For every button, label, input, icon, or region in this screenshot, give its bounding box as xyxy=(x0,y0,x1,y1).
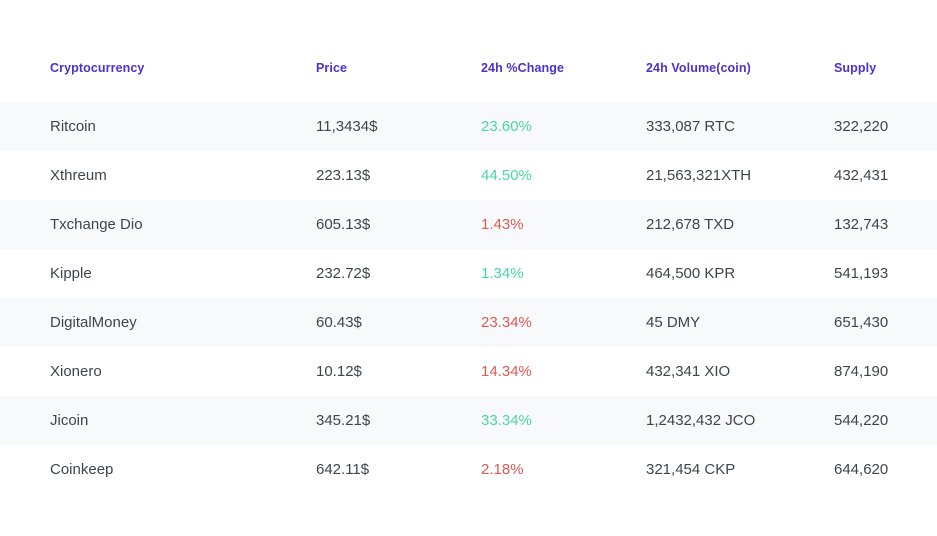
table-row[interactable]: Xthreum 223.13$ 44.50% 21,563,321XTH 432… xyxy=(0,151,937,200)
table-row[interactable]: Ritcoin 11,3434$ 23.60% 333,087 RTC 322,… xyxy=(0,102,937,151)
coin-name: Xionero xyxy=(50,363,102,380)
coin-name: Coinkeep xyxy=(50,461,114,478)
coin-change: 23.34% xyxy=(481,314,532,331)
coin-volume: 464,500 KPR xyxy=(646,265,736,282)
column-header-price[interactable]: Price xyxy=(316,61,348,75)
coin-supply: 432,431 xyxy=(834,167,889,184)
coin-name: Jicoin xyxy=(50,412,89,429)
column-header-cryptocurrency[interactable]: Cryptocurrency xyxy=(50,61,145,75)
coin-supply: 651,430 xyxy=(834,314,889,331)
coin-name: Txchange Dio xyxy=(50,216,143,233)
coin-price: 60.43$ xyxy=(316,314,362,331)
coin-change: 1.34% xyxy=(481,265,524,282)
coin-change: 2.18% xyxy=(481,461,524,478)
coin-supply: 541,193 xyxy=(834,265,889,282)
coin-change: 14.34% xyxy=(481,363,532,380)
table-row[interactable]: Txchange Dio 605.13$ 1.43% 212,678 TXD 1… xyxy=(0,200,937,249)
column-header-supply[interactable]: Supply xyxy=(834,61,877,75)
coin-volume: 21,563,321XTH xyxy=(646,167,752,184)
coin-price: 345.21$ xyxy=(316,412,371,429)
table-row[interactable]: DigitalMoney 60.43$ 23.34% 45 DMY 651,43… xyxy=(0,298,937,347)
coin-supply: 322,220 xyxy=(834,118,889,135)
coin-volume: 321,454 CKP xyxy=(646,461,736,478)
coin-supply: 644,620 xyxy=(834,461,889,478)
table-row[interactable]: Jicoin 345.21$ 33.34% 1,2432,432 JCO 544… xyxy=(0,396,937,445)
coin-price: 10.12$ xyxy=(316,363,362,380)
coin-volume: 45 DMY xyxy=(646,314,701,331)
coin-volume: 432,341 XIO xyxy=(646,363,731,380)
table-row[interactable]: Kipple 232.72$ 1.34% 464,500 KPR 541,193 xyxy=(0,249,937,298)
table-row[interactable]: Xionero 10.12$ 14.34% 432,341 XIO 874,19… xyxy=(0,347,937,396)
coin-change: 33.34% xyxy=(481,412,532,429)
coin-price: 605.13$ xyxy=(316,216,371,233)
coin-price: 11,3434$ xyxy=(316,118,378,135)
coin-price: 232.72$ xyxy=(316,265,371,282)
coin-volume: 1,2432,432 JCO xyxy=(646,412,756,429)
coin-name: Kipple xyxy=(50,265,92,282)
coin-volume: 212,678 TXD xyxy=(646,216,735,233)
coin-change: 23.60% xyxy=(481,118,532,135)
coin-supply: 544,220 xyxy=(834,412,889,429)
table-body: Ritcoin 11,3434$ 23.60% 333,087 RTC 322,… xyxy=(0,102,937,494)
coin-name: Xthreum xyxy=(50,167,107,184)
coin-name: Ritcoin xyxy=(50,118,96,135)
coin-supply: 874,190 xyxy=(834,363,889,380)
table-row[interactable]: Coinkeep 642.11$ 2.18% 321,454 CKP 644,6… xyxy=(0,445,937,494)
column-header-24h-volume[interactable]: 24h Volume(coin) xyxy=(646,61,751,75)
coin-name: DigitalMoney xyxy=(50,314,137,331)
coin-price: 223.13$ xyxy=(316,167,371,184)
coin-supply: 132,743 xyxy=(834,216,889,233)
coin-change: 1.43% xyxy=(481,216,524,233)
coin-volume: 333,087 RTC xyxy=(646,118,735,135)
coin-change: 44.50% xyxy=(481,167,532,184)
column-header-24h-change[interactable]: 24h %Change xyxy=(481,61,565,75)
table-header: Cryptocurrency Price 24h %Change 24h Vol… xyxy=(0,0,937,102)
coin-price: 642.11$ xyxy=(316,461,370,478)
